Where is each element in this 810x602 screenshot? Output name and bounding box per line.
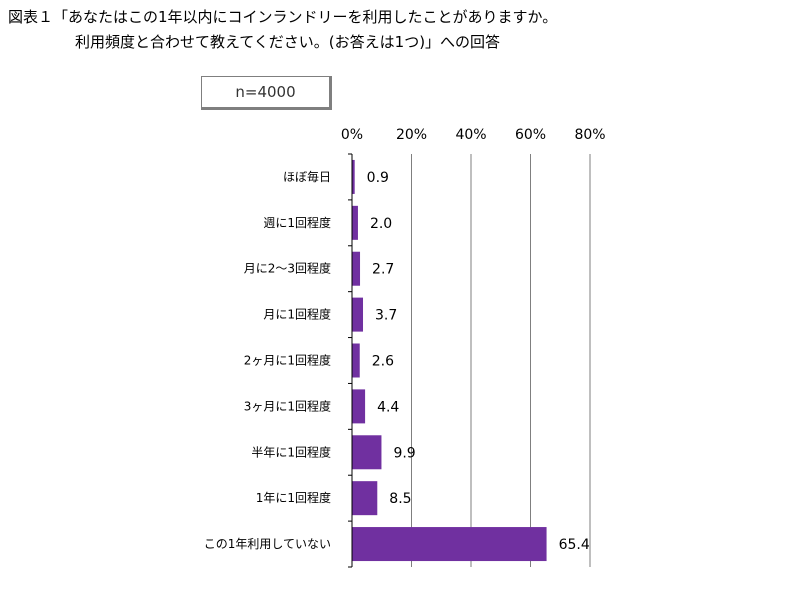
value-label: 2.0 (370, 216, 392, 232)
category-label: 月に1回程度 (263, 307, 331, 322)
x-tick-label: 80% (574, 127, 605, 143)
x-tick-label: 40% (455, 127, 486, 143)
chart-title-line-2: 利用頻度と合わせて教えてください。(お答えは1つ)」への回答 (75, 33, 501, 51)
value-label: 8.5 (389, 491, 411, 507)
bar (352, 435, 382, 470)
value-label: 2.6 (372, 354, 394, 370)
value-label: 3.7 (375, 308, 397, 324)
value-label: 0.9 (367, 170, 389, 186)
value-label: 2.7 (372, 262, 394, 278)
category-label: 週に1回程度 (263, 215, 331, 230)
bar (352, 389, 366, 424)
x-tick-label: 20% (396, 127, 427, 143)
category-label: ほぼ毎日 (283, 169, 331, 184)
category-label: この1年利用していない (204, 537, 331, 551)
chart-title-line-1: 図表１「あなたはこの1年以内にコインランドリーを利用したことがありますか。 (8, 8, 558, 26)
x-tick-label: 0% (341, 127, 363, 143)
category-label: 月に2～3回程度 (244, 261, 331, 276)
bar (352, 527, 547, 562)
bar (352, 251, 361, 286)
value-label: 4.4 (377, 399, 399, 415)
bar (352, 343, 360, 378)
category-label: 3ヶ月に1回程度 (244, 398, 331, 413)
bar (352, 297, 364, 332)
x-tick-label: 60% (515, 127, 546, 143)
bar (352, 481, 378, 516)
value-label: 65.4 (559, 537, 590, 553)
bar (352, 159, 355, 194)
category-label: 1年に1回程度 (256, 490, 331, 505)
category-label: 半年に1回程度 (251, 444, 331, 459)
bar (352, 205, 358, 240)
value-label: 9.9 (393, 445, 415, 461)
sample-size-label: n=4000 (235, 83, 296, 101)
category-label: 2ヶ月に1回程度 (244, 353, 331, 368)
sample-size-box: n=4000 (201, 76, 332, 110)
